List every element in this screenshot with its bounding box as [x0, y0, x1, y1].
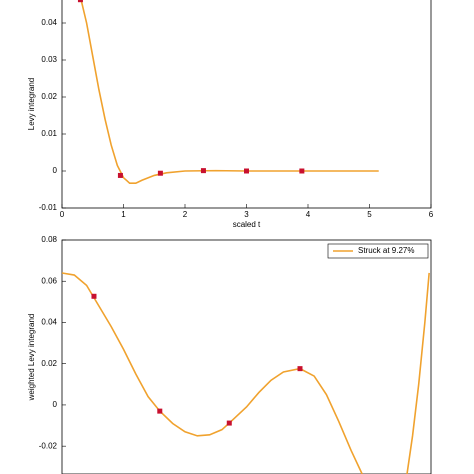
marker [157, 408, 163, 414]
x-tick-label: 3 [244, 210, 249, 219]
y-tick-label: 0 [53, 400, 58, 409]
y-tick-label: 0.01 [41, 129, 57, 138]
marker [200, 168, 206, 174]
y-axis-label: weighted Levy integrand [27, 314, 36, 402]
line-series [62, 272, 430, 474]
y-tick-label: 0 [53, 166, 58, 175]
marker [157, 170, 163, 176]
y-axis-label: Levy integrand [27, 78, 36, 130]
y-tick-label: 0.04 [41, 18, 57, 27]
marker [299, 168, 305, 174]
marker [226, 420, 232, 426]
marker [91, 293, 97, 299]
y-tick-label: 0.02 [41, 359, 57, 368]
x-tick-label: 6 [429, 210, 434, 219]
legend-label: Struck at 9.27% [358, 246, 414, 255]
marker [244, 168, 249, 174]
line-series [80, 0, 379, 185]
marker [117, 172, 123, 178]
y-tick-label: 0.06 [41, 276, 57, 285]
x-tick-label: 4 [306, 210, 311, 219]
x-tick-label: 0 [60, 210, 65, 219]
y-tick-label: 0.08 [41, 235, 57, 244]
y-tick-label: 0.04 [41, 318, 57, 327]
x-tick-label: 5 [367, 210, 372, 219]
x-tick-label: 1 [121, 210, 126, 219]
axes-frame [61, 239, 432, 474]
marker [297, 366, 303, 372]
y-tick-label: 0.03 [41, 55, 57, 64]
y-tick-label: -0.01 [39, 203, 58, 212]
marker [77, 0, 83, 3]
legend-box [327, 243, 429, 259]
x-tick-label: 2 [183, 210, 188, 219]
x-axis-label: scaled t [233, 220, 261, 229]
axes-frame [61, 0, 432, 209]
y-tick-label: -0.02 [39, 441, 58, 450]
y-tick-label: 0.02 [41, 92, 57, 101]
